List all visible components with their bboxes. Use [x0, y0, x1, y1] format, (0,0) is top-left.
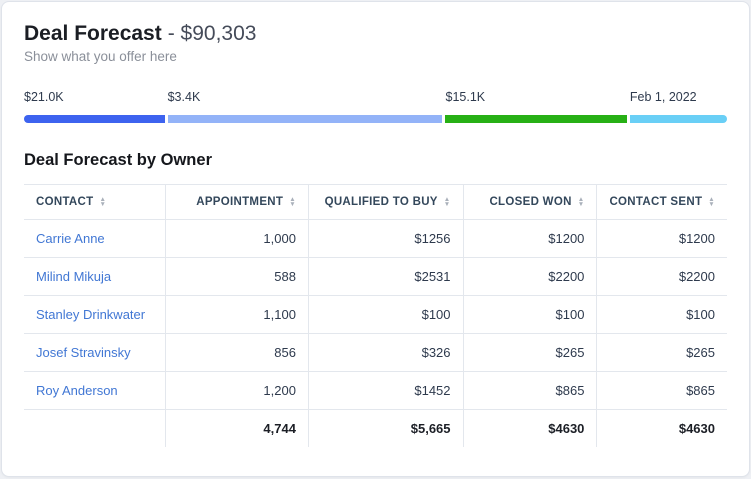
column-label: CLOSED WON — [489, 196, 572, 208]
table-row: Roy Anderson 1,200 $1452 $865 $865 — [24, 371, 727, 410]
header-subtitle: Show what you offer here — [24, 49, 177, 64]
forecast-progress: $21.0K $3.4K $15.1K Feb 1, 2022 — [24, 90, 727, 123]
table-row: Carrie Anne 1,000 $1256 $1200 $1200 — [24, 219, 727, 258]
cell-closed-won: $1200 — [462, 219, 597, 258]
cell-contact: Josef Stravinsky — [24, 333, 166, 372]
segment-label: Feb 1, 2022 — [629, 90, 697, 104]
segment-label: $3.4K — [167, 90, 201, 104]
cell-closed-won: $265 — [462, 333, 597, 372]
progress-segment — [167, 115, 443, 123]
cell-qualified-to-buy: $326 — [307, 333, 464, 372]
cell-contact-sent: $1200 — [596, 219, 727, 258]
column-header-qualified-to-buy[interactable]: QUALIFIED TO BUY ▲ ▼ — [307, 184, 464, 220]
cell-qualified-to-buy: $1452 — [307, 371, 464, 410]
table-header-row: CONTACT ▲ ▼ APPOINTMENT ▲ ▼ QUALIFIED TO BUY… — [24, 184, 727, 220]
column-label: APPOINTMENT — [196, 196, 284, 208]
page-title: Deal Forecast — [24, 22, 162, 45]
cell-closed-won: $100 — [462, 295, 597, 334]
cell-appointment: 1,200 — [165, 371, 309, 410]
total-empty-cell — [24, 410, 166, 448]
total-appointment: 4,744 — [165, 409, 309, 447]
progress-segment — [24, 115, 165, 123]
cell-contact-sent: $865 — [596, 371, 727, 410]
sort-icon[interactable]: ▲ ▼ — [443, 195, 451, 208]
forecast-table: CONTACT ▲ ▼ APPOINTMENT ▲ ▼ QUALIFIED TO BUY… — [24, 184, 727, 447]
cell-qualified-to-buy: $2531 — [307, 257, 464, 296]
cell-contact-sent: $100 — [596, 295, 727, 334]
section-title: Deal Forecast by Owner — [24, 151, 212, 169]
contact-link[interactable]: Roy Anderson — [36, 383, 118, 398]
cell-contact-sent: $265 — [596, 333, 727, 372]
sort-icon[interactable]: ▲ ▼ — [289, 195, 296, 208]
progress-segment — [445, 115, 627, 123]
contact-link[interactable]: Stanley Drinkwater — [36, 307, 146, 322]
cell-appointment: 856 — [165, 333, 309, 372]
cell-appointment: 588 — [165, 257, 309, 296]
column-label: CONTACT — [36, 196, 94, 208]
column-header-contact-sent[interactable]: CONTACT SENT ▲ ▼ — [596, 184, 727, 220]
column-header-contact[interactable]: CONTACT ▲ ▼ — [24, 184, 166, 220]
total-qualified-to-buy: $5,665 — [307, 409, 464, 447]
table-row: Stanley Drinkwater 1,100 $100 $100 $100 — [24, 295, 727, 334]
cell-qualified-to-buy: $1256 — [307, 219, 464, 258]
progress-bar — [24, 115, 727, 123]
contact-link[interactable]: Milind Mikuja — [36, 269, 112, 284]
segment-label: $15.1K — [445, 90, 486, 104]
cell-contact: Roy Anderson — [24, 371, 166, 410]
segment-label: $21.0K — [24, 90, 64, 104]
cell-contact: Stanley Drinkwater — [24, 295, 166, 334]
card-header: Deal Forecast - $90,303 Show what you off… — [24, 22, 727, 64]
column-label: QUALIFIED TO BUY — [324, 196, 438, 208]
cell-appointment: 1,000 — [165, 219, 309, 258]
progress-segment — [629, 115, 727, 123]
forecast-amount: - $90,303 — [167, 22, 257, 45]
column-header-closed-won[interactable]: CLOSED WON ▲ ▼ — [462, 184, 597, 220]
column-label: CONTACT SENT — [609, 196, 703, 208]
contact-link[interactable]: Carrie Anne — [36, 231, 105, 246]
total-closed-won: $4630 — [462, 409, 597, 447]
cell-contact: Milind Mikuja — [24, 257, 166, 296]
cell-closed-won: $865 — [462, 371, 597, 410]
cell-contact-sent: $2200 — [596, 257, 727, 296]
column-header-appointment[interactable]: APPOINTMENT ▲ ▼ — [165, 184, 309, 220]
cell-contact: Carrie Anne — [24, 219, 166, 258]
cell-qualified-to-buy: $100 — [307, 295, 464, 334]
cell-closed-won: $2200 — [462, 257, 597, 296]
table-row: Josef Stravinsky 856 $326 $265 $265 — [24, 333, 727, 372]
contact-link[interactable]: Josef Stravinsky — [36, 345, 131, 360]
total-contact-sent: $4630 — [596, 409, 727, 447]
page-title-row: Deal Forecast - $90,303 — [24, 22, 727, 46]
table-row: Milind Mikuja 588 $2531 $2200 $2200 — [24, 257, 727, 296]
sort-icon[interactable]: ▲ ▼ — [577, 195, 585, 208]
sort-icon[interactable]: ▲ ▼ — [99, 195, 107, 208]
progress-labels: $21.0K $3.4K $15.1K Feb 1, 2022 — [24, 90, 727, 107]
cell-appointment: 1,100 — [165, 295, 309, 334]
sort-icon[interactable]: ▲ ▼ — [708, 195, 715, 208]
table-totals-row: 4,744 $5,665 $4630 $4630 — [24, 409, 727, 448]
